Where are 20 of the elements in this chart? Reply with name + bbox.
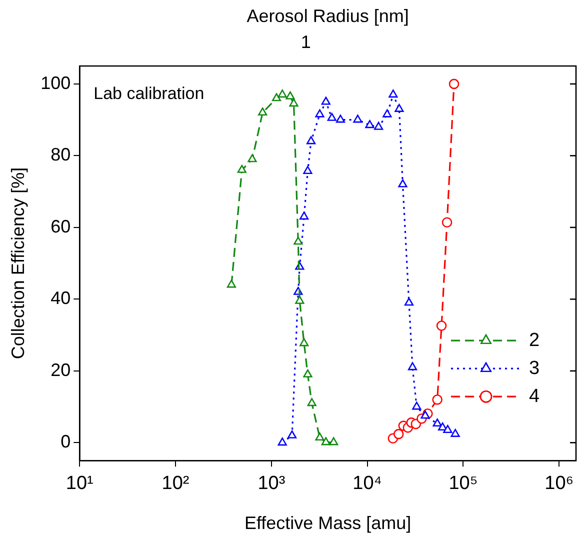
y-axis-title: Collection Efficiency [%]	[8, 167, 28, 360]
y-tick-label: 80	[50, 144, 71, 165]
x-tick-label: 10⁴	[352, 473, 382, 494]
x-tick-label: 10³	[258, 473, 286, 494]
legend-label: 3	[529, 358, 540, 379]
y-tick-label: 100	[40, 72, 71, 93]
text: 1	[300, 32, 311, 52]
x-axis-title: Effective Mass [amu]	[244, 513, 412, 534]
x2-axis-title: Aerosol Radius [nm]	[246, 6, 409, 26]
annotation: Lab calibration	[94, 84, 204, 104]
legend-label: 2	[529, 330, 540, 351]
x-tick-label: 10⁶	[544, 473, 574, 494]
x-tick-label: 10⁵	[448, 473, 478, 494]
y-tick-label: 0	[60, 432, 71, 452]
y-tick-label: 40	[50, 288, 71, 308]
y-tick-label: 60	[50, 216, 71, 236]
x-tick-label: 10²	[162, 473, 190, 494]
x-tick-label: 10¹	[66, 473, 94, 494]
legend-label: 4	[529, 386, 540, 407]
y-tick-label: 20	[50, 360, 71, 380]
